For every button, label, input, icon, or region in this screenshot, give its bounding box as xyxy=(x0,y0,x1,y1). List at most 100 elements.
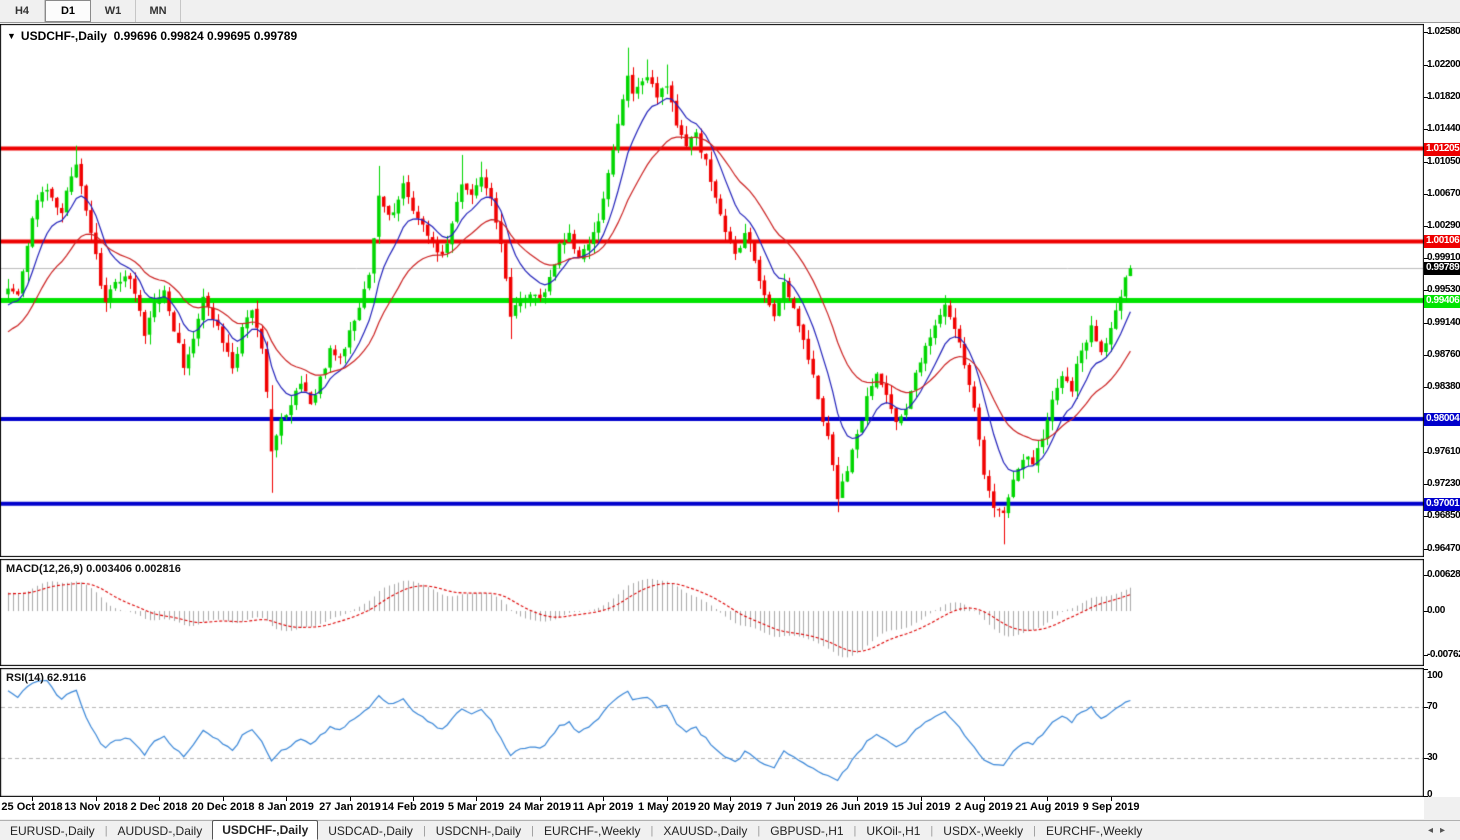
symbol-dropdown-icon[interactable]: ▼ xyxy=(7,31,16,41)
timeframe-toolbar: H4 D1 W1 MN xyxy=(0,0,1460,23)
rsi-tick-label: 100 xyxy=(1427,670,1443,681)
rsi-tick-label: 30 xyxy=(1427,752,1438,763)
rsi-tick-mark xyxy=(1424,707,1428,708)
date-tick-label: 2 Dec 2018 xyxy=(130,801,188,813)
date-axis[interactable]: 25 Oct 2018 13 Nov 2018 2 Dec 2018 20 Dec 2… xyxy=(0,797,1424,819)
date-tick-mark xyxy=(413,797,414,801)
tab-separator: | xyxy=(531,824,534,837)
date-tick-mark xyxy=(921,797,922,801)
chart-tab-usdchf-daily[interactable]: USDCHF-,Daily xyxy=(212,819,319,840)
chart-tab-usdx-weekly[interactable]: USDX-,Weekly xyxy=(943,823,1024,838)
date-tick-mark xyxy=(603,797,604,801)
price-tick-label: 1.00290 xyxy=(1427,220,1460,231)
macd-tick-label: 0.006286 xyxy=(1427,569,1460,580)
date-tick-mark xyxy=(794,797,795,801)
chart-tab-ukoil-h1[interactable]: UKOil-,H1 xyxy=(866,823,921,838)
price-tick-mark xyxy=(1424,258,1428,259)
tab-separator: | xyxy=(422,824,426,837)
macd-tick-mark xyxy=(1424,611,1428,612)
price-tick-mark xyxy=(1424,549,1428,550)
tab-scroll-arrows[interactable]: ◂▸ xyxy=(1427,825,1452,836)
tab-separator: | xyxy=(1033,824,1036,837)
chart-tab-eurchf-weekly[interactable]: EURCHF-,Weekly xyxy=(544,823,641,838)
date-tick-mark xyxy=(730,797,731,801)
date-tick-label: 27 Jan 2019 xyxy=(319,801,381,813)
date-tick-label: 5 Mar 2019 xyxy=(447,801,505,813)
price-tick-mark xyxy=(1424,452,1428,453)
date-tick-label: 26 Jun 2019 xyxy=(825,801,889,813)
date-tick-mark xyxy=(350,797,351,801)
timeframe-button-h4[interactable]: H4 xyxy=(0,0,45,22)
macd-tick-mark xyxy=(1424,655,1428,656)
chart-tab-gbpusd-h1[interactable]: GBPUSD-,H1 xyxy=(770,823,844,838)
tab-separator: | xyxy=(104,824,108,837)
timeframe-button-d1[interactable]: D1 xyxy=(45,0,91,22)
chart-tab-eurusd-daily[interactable]: EURUSD-,Daily xyxy=(10,823,95,838)
price-tick-label: 0.96850 xyxy=(1427,510,1460,521)
date-tick-label: 24 Mar 2019 xyxy=(508,801,572,813)
date-tick-label: 14 Feb 2019 xyxy=(381,801,445,813)
date-tick-mark xyxy=(159,797,160,801)
main-chart-canvas[interactable] xyxy=(0,24,1424,557)
price-tick-label: 0.99140 xyxy=(1427,317,1460,328)
price-tick-mark xyxy=(1424,194,1428,195)
hline-price-label: 0.98004 xyxy=(1424,413,1460,426)
timeframe-button-mn[interactable]: MN xyxy=(136,0,181,22)
hline-price-label: 0.99406 xyxy=(1424,295,1460,308)
date-tick-label: 20 Dec 2018 xyxy=(191,801,255,813)
chart-tab-eurchf-weekly[interactable]: EURCHF-,Weekly xyxy=(1045,823,1143,838)
date-tick-label: 21 Aug 2019 xyxy=(1015,801,1079,813)
date-tick-label: 7 Jun 2019 xyxy=(765,801,823,813)
price-tick-mark xyxy=(1424,516,1428,517)
timeframe-button-w1[interactable]: W1 xyxy=(91,0,136,22)
price-tick-label: 1.00670 xyxy=(1427,188,1460,199)
macd-indicator-label: MACD(12,26,9) 0.003406 0.002816 xyxy=(6,563,181,575)
date-tick-mark xyxy=(223,797,224,801)
chart-ohlc-values: 0.99696 0.99824 0.99695 0.99789 xyxy=(113,29,298,43)
date-tick-mark xyxy=(984,797,985,801)
hline-price-label: 1.01205 xyxy=(1424,143,1460,156)
chart-symbol-label: USDCHF-,Daily xyxy=(20,29,107,43)
price-tick-label: 0.97610 xyxy=(1427,446,1460,457)
chart-tab-usdcad-daily[interactable]: USDCAD-,Daily xyxy=(328,823,413,838)
date-tick-mark xyxy=(1111,797,1112,801)
chart-tab-usdcnh-daily[interactable]: USDCNH-,Daily xyxy=(435,823,522,838)
price-tick-label: 0.96470 xyxy=(1427,543,1460,554)
price-tick-mark xyxy=(1424,355,1428,356)
price-tick-mark xyxy=(1424,32,1428,33)
price-tick-mark xyxy=(1424,484,1428,485)
date-tick-mark xyxy=(96,797,97,801)
date-tick-label: 20 May 2019 xyxy=(697,801,763,813)
rsi-tick-mark xyxy=(1424,669,1428,670)
price-tick-mark xyxy=(1424,129,1428,130)
date-tick-label: 15 Jul 2019 xyxy=(891,801,951,813)
rsi-tick-mark xyxy=(1424,758,1428,759)
price-tick-label: 1.01440 xyxy=(1427,123,1460,134)
rsi-tick-label: 0 xyxy=(1427,789,1433,800)
price-tick-mark xyxy=(1424,65,1428,66)
price-tick-label: 1.02200 xyxy=(1427,59,1460,70)
date-tick-label: 11 Apr 2019 xyxy=(572,801,634,813)
current-price-label: 0.99789 xyxy=(1424,262,1460,275)
date-tick-mark xyxy=(667,797,668,801)
price-tick-label: 1.01050 xyxy=(1427,156,1460,167)
date-tick-label: 25 Oct 2018 xyxy=(1,801,63,813)
macd-tick-label: -0.00762 xyxy=(1427,649,1460,660)
date-tick-label: 13 Nov 2018 xyxy=(64,801,128,813)
price-tick-label: 0.99530 xyxy=(1427,284,1460,295)
chart-tab-xauusd-daily[interactable]: XAUUSD-,Daily xyxy=(663,823,748,838)
tab-separator: | xyxy=(650,824,654,837)
chart-tab-bar: EURUSD-,Daily | AUDUSD-,Daily USDCHF-,Daily… xyxy=(0,819,1460,840)
date-tick-label: 2 Aug 2019 xyxy=(955,801,1013,813)
macd-tick-mark xyxy=(1424,575,1428,576)
chart-tab-audusd-daily[interactable]: AUDUSD-,Daily xyxy=(117,823,203,838)
date-tick-mark xyxy=(286,797,287,801)
date-tick-mark xyxy=(1047,797,1048,801)
date-tick-mark xyxy=(32,797,33,801)
macd-panel-canvas[interactable] xyxy=(0,559,1424,666)
rsi-panel-canvas[interactable] xyxy=(0,668,1424,797)
rsi-tick-mark xyxy=(1424,796,1428,797)
date-tick-mark xyxy=(540,797,541,801)
